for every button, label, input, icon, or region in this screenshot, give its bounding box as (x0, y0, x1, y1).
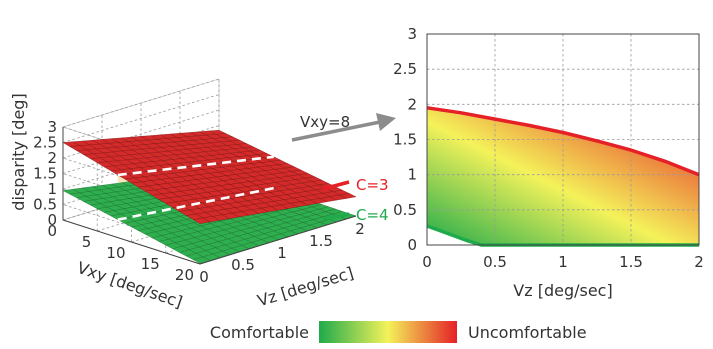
z-tick-label: 2.5 (33, 134, 57, 152)
surface-c4-cell (192, 256, 211, 264)
slice-x-tick-label: 1.5 (619, 253, 643, 271)
slice-tick-labels: 0 0.5 1 1.5 2 0 0.5 1 1.5 2 2.5 3 (393, 25, 704, 271)
comfort-legend: Comfortable Uncomfortable (210, 321, 587, 343)
legend-right-label: Uncomfortable (468, 323, 587, 342)
vz-tick-label: 0.5 (231, 256, 255, 274)
vz-axis-label: Vz [deg/sec] (255, 263, 356, 310)
slice-y-tick-label: 0 (407, 236, 417, 254)
z-axis-label: disparity [deg] (9, 93, 28, 210)
vxy-axis-label: Vxy [deg/sec] (75, 258, 185, 312)
c3-callout-line (322, 180, 350, 191)
slice-line-c3 (117, 155, 274, 177)
slice-label: Vxy=8 (300, 113, 350, 131)
legend-gradient-bar (319, 321, 457, 343)
slice-y-tick-label: 2.5 (393, 60, 417, 78)
z-tick-label: 0 (47, 211, 57, 229)
vxy-tick-label: 5 (82, 233, 92, 251)
slice-y-tick-label: 2 (407, 95, 417, 113)
surface-c3 (62, 130, 357, 224)
z-grid-back-6 (62, 78, 220, 128)
z-tick-label: 1 (47, 180, 57, 198)
vz-tick-label: 0 (199, 268, 209, 286)
z-tick-label: 2 (47, 149, 57, 167)
c3-label: C=3 (356, 176, 389, 194)
z-tick-label: 0.5 (33, 196, 57, 214)
vxy-tick-label: 10 (106, 244, 125, 262)
slice-x-tick-label: 2 (694, 253, 704, 271)
z-tick-label: 1.5 (33, 165, 57, 183)
z-tick-label: 3 (47, 118, 57, 136)
slice-x-axis-label: Vz [deg/sec] (513, 281, 612, 300)
vz-tick-label: 1.5 (309, 232, 333, 250)
vxy-tick-label: 15 (141, 255, 160, 273)
slice-x-tick-label: 0 (422, 253, 432, 271)
slice-line-c3 (426, 106, 700, 177)
slice-y-tick-label: 3 (407, 25, 417, 43)
vxy-axis-line (62, 219, 201, 265)
legend-left-label: Comfortable (210, 323, 309, 342)
vz-axis-line (199, 215, 357, 265)
slice-frame (426, 33, 700, 246)
c4-callout-line (322, 212, 350, 221)
slice-y-tick-label: 1.5 (393, 131, 417, 149)
surface-axes (62, 127, 357, 265)
slice-x-tick-label: 0.5 (483, 253, 507, 271)
slice-plot: 0 0.5 1 1.5 2 0 0.5 1 1.5 2 2.5 3 Vz [deg/sec] (393, 25, 704, 300)
vxy-tick-label: 0 (47, 222, 57, 240)
slice-x-tick-label: 1 (558, 253, 568, 271)
slice-arrow: Vxy=8 (291, 113, 396, 142)
vz-tick-label: 2 (355, 220, 365, 238)
slice-y-tick-label: 0.5 (393, 201, 417, 219)
slice-line-c4 (117, 186, 275, 221)
vxy-tick-label: 20 (175, 266, 194, 284)
vz-tick-label: 1 (277, 244, 287, 262)
slice-y-tick-label: 1 (407, 166, 417, 184)
surface-c3-cell (192, 217, 211, 224)
c4-label: C=4 (356, 206, 389, 224)
